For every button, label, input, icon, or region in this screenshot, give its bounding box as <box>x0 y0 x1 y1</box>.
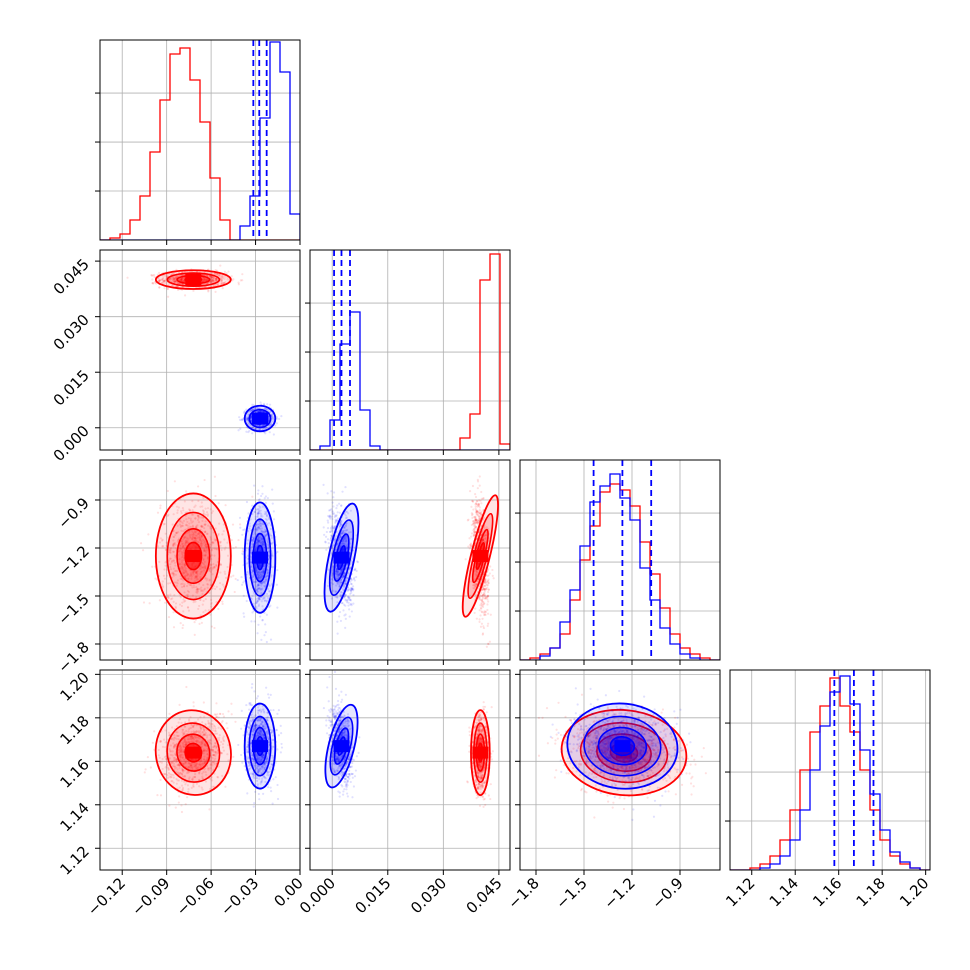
grid <box>520 670 720 870</box>
x-tick-label: 0.000 <box>296 874 339 917</box>
histogram-series_a <box>730 677 930 870</box>
panel-frame <box>99 39 301 241</box>
x-tick-label: 0.015 <box>352 874 395 917</box>
x-tick-label: 1.18 <box>853 874 889 910</box>
histogram-series_b <box>310 311 510 450</box>
panel-frame <box>99 249 301 451</box>
y-tick-label: 1.12 <box>56 842 92 878</box>
panel-frame <box>519 459 721 661</box>
x-tick-label: −1.5 <box>552 874 590 912</box>
panel-3-1: 0.000 0.015 0.030 0.045 <box>296 669 511 917</box>
density-peak <box>252 412 268 425</box>
x-tick-label: −1.2 <box>600 874 638 912</box>
panel-0-0 <box>95 39 301 245</box>
panel-frame <box>99 669 301 871</box>
density-peak <box>185 746 202 759</box>
panel-2-2 <box>515 459 721 665</box>
y-tick-label: 0.030 <box>50 311 93 354</box>
density-peak <box>333 740 350 753</box>
x-tick-label: 1.20 <box>896 874 932 910</box>
histogram-series_b <box>730 675 930 870</box>
y-tick-label: −0.9 <box>54 494 92 532</box>
panel-2-0: −1.8 −1.5 −1.2 −0.9 <box>54 459 301 677</box>
density-peak <box>252 551 268 564</box>
density-peak <box>185 550 202 562</box>
panel-frame <box>519 669 721 871</box>
panel-2-1 <box>305 459 511 665</box>
density-peak <box>252 740 268 753</box>
y-tick-label: 1.14 <box>56 799 92 835</box>
histogram-series_b <box>520 473 720 660</box>
y-tick-label: 0.045 <box>50 255 93 298</box>
density-peak <box>472 746 489 759</box>
y-tick-label: 1.18 <box>56 712 92 748</box>
density-peak <box>333 551 350 564</box>
panel-frame <box>729 669 931 871</box>
histogram-series_a <box>310 253 510 450</box>
x-tick-label: −0.06 <box>173 874 218 919</box>
x-tick-label: 0.030 <box>407 874 450 917</box>
panel-frame <box>99 459 301 661</box>
x-tick-label: −0.9 <box>648 874 686 912</box>
x-tick-label: 1.14 <box>766 874 802 910</box>
histogram-series_a <box>100 47 300 240</box>
panel-frame <box>309 249 511 451</box>
panel-3-0: 1.12 1.14 1.16 1.18 1.20 −0.12 −0.09 −0.06 −0.03… <box>56 668 306 919</box>
x-tick-label: −1.8 <box>504 874 542 912</box>
grid <box>310 670 510 870</box>
y-tick-label: 0.015 <box>50 366 93 409</box>
density-peak <box>185 273 202 286</box>
histogram-series_b <box>100 41 300 240</box>
panel-frame <box>309 459 511 661</box>
grid <box>310 250 510 450</box>
histogram-series_a <box>520 483 720 660</box>
y-tick-label: 1.16 <box>56 755 92 791</box>
x-tick-label: −0.03 <box>217 874 262 919</box>
panel-3-3: 1.12 1.14 1.16 1.18 1.20 <box>722 669 932 910</box>
density-peak <box>614 740 631 753</box>
x-tick-label: 1.16 <box>809 874 845 910</box>
x-tick-label: −0.09 <box>128 874 173 919</box>
y-tick-label: 0.000 <box>50 422 93 465</box>
x-tick-label: 1.12 <box>722 874 758 910</box>
y-tick-label: −1.2 <box>54 542 92 580</box>
density-peak <box>472 550 489 562</box>
panel-1-1 <box>305 249 511 455</box>
panel-1-0: 0.000 0.015 0.030 0.045 <box>50 249 301 465</box>
panel-3-2: −1.8 −1.5 −1.2 −0.9 <box>504 669 721 913</box>
y-tick-label: −1.8 <box>54 638 92 676</box>
x-tick-label: −0.12 <box>84 874 129 919</box>
y-tick-label: 1.20 <box>56 668 92 704</box>
panel-frame <box>309 669 511 871</box>
x-tick-label: 0.045 <box>463 874 506 917</box>
y-tick-label: −1.5 <box>54 590 92 628</box>
grid <box>730 670 930 870</box>
